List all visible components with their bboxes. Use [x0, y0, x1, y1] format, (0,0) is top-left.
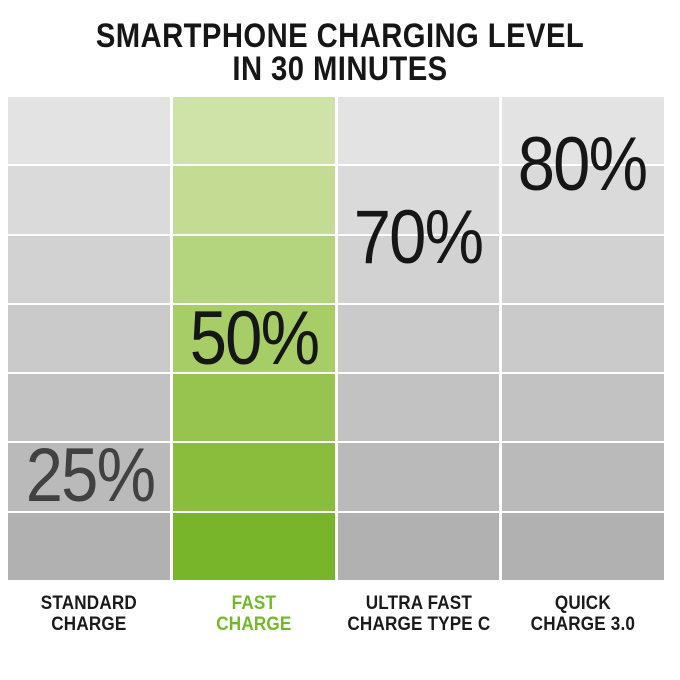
green-band [172, 374, 335, 442]
category-label-line2: CHARGE 3.0 [530, 614, 636, 635]
green-band [172, 166, 335, 234]
gray-band [502, 374, 664, 442]
bar-column-fast [172, 97, 335, 580]
gray-band [8, 443, 170, 511]
gray-band [337, 374, 500, 442]
category-label-line2: CHARGE [216, 614, 292, 635]
category-label-line1: STANDARD [40, 593, 137, 614]
gray-band [337, 97, 500, 165]
green-band [172, 443, 335, 511]
gray-band [8, 512, 170, 580]
gray-band [502, 512, 664, 580]
green-band [172, 304, 335, 373]
gray-band [337, 443, 500, 511]
chart-title-line1: SMARTPHONE CHARGING LEVEL [95, 17, 585, 55]
value-label-25pct: 25% [25, 433, 156, 518]
green-band [172, 97, 335, 165]
value-label-80pct: 80% [517, 122, 648, 207]
value-label-50pct: 50% [189, 296, 320, 381]
category-label-line1: FAST [231, 593, 276, 614]
gray-band [8, 235, 170, 303]
gray-band [8, 304, 170, 373]
gray-band [502, 443, 664, 511]
category-label-line1: ULTRA FAST [365, 593, 472, 614]
gray-band [8, 374, 170, 442]
gray-band [502, 235, 664, 303]
chart-title: SMARTPHONE CHARGING LEVEL IN 30 MINUTES [48, 17, 633, 88]
bar-column-standard [8, 97, 170, 580]
gray-band [502, 304, 664, 373]
bar-column-ultra-fast [337, 97, 500, 580]
green-band [172, 512, 335, 580]
gray-band [502, 166, 664, 234]
chart-title-line2: IN 30 MINUTES [232, 50, 448, 88]
gray-band [337, 512, 500, 580]
category-label-ultra-fast: ULTRA FAST CHARGE TYPE C [346, 593, 492, 635]
category-label-quick: QUICK CHARGE 3.0 [510, 593, 656, 635]
category-label-line1: QUICK [555, 593, 612, 614]
category-label-fast: FAST CHARGE [181, 593, 327, 635]
bar-column-quick [502, 97, 664, 580]
gray-band [337, 235, 500, 303]
category-label-standard: STANDARD CHARGE [16, 593, 162, 635]
category-labels-row: STANDARD CHARGE FAST CHARGE ULTRA FAST CHARGE… [8, 593, 664, 635]
category-label-line2: CHARGE TYPE C [346, 614, 490, 635]
value-label-70pct: 70% [353, 195, 484, 280]
gray-band [8, 97, 170, 165]
green-band [172, 235, 335, 303]
category-label-line2: CHARGE [51, 614, 127, 635]
gray-band [502, 97, 664, 165]
gray-band [8, 166, 170, 234]
bar-chart: 25% 50% 70% 80% [8, 97, 664, 580]
gray-band [337, 304, 500, 373]
gray-band [337, 166, 500, 234]
